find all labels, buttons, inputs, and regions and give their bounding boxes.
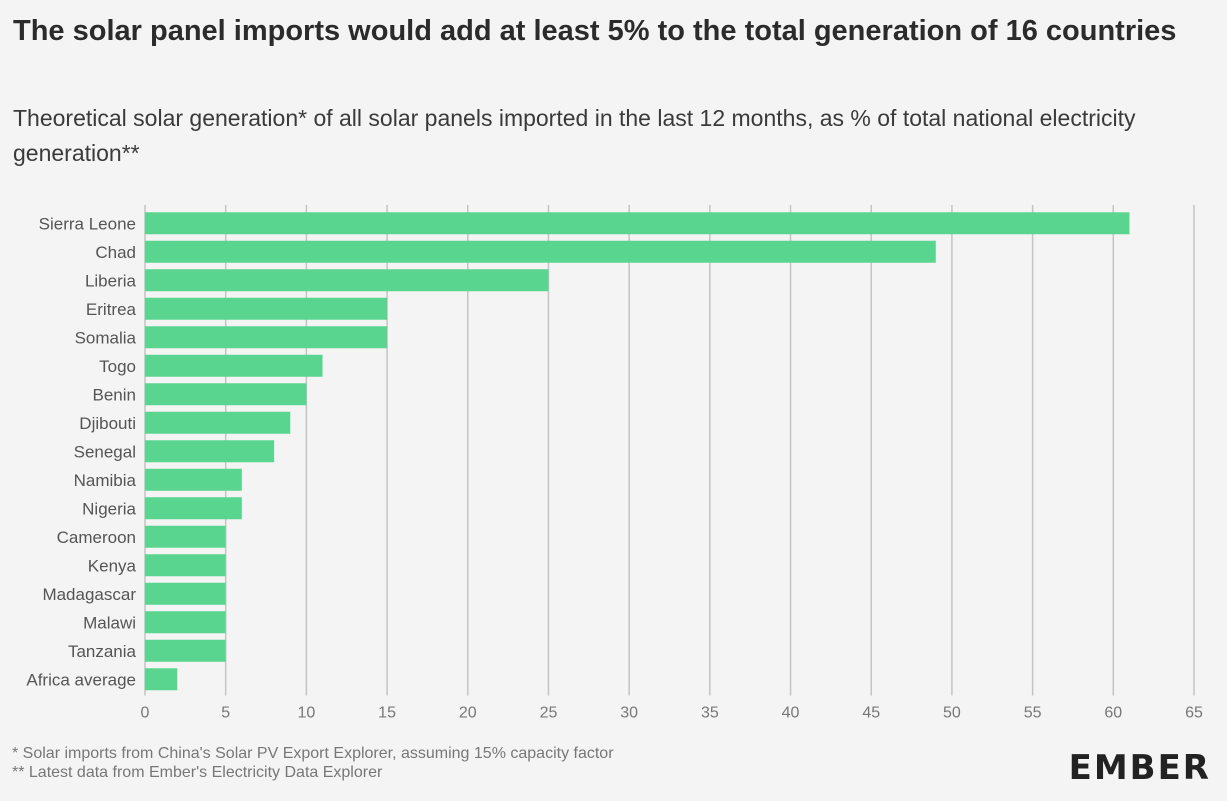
bar-somalia xyxy=(145,326,388,349)
category-label-kenya: Kenya xyxy=(88,556,137,575)
category-label-nigeria: Nigeria xyxy=(82,499,136,518)
category-label-sierra-leone: Sierra Leone xyxy=(39,214,136,233)
category-label-senegal: Senegal xyxy=(74,442,136,461)
category-label-benin: Benin xyxy=(93,385,136,404)
bar-togo xyxy=(145,354,323,377)
x-tick-label-0: 0 xyxy=(141,705,150,722)
chart-subtitle: Theoretical solar generation* of all sol… xyxy=(13,105,1136,166)
category-label-chad: Chad xyxy=(95,243,136,262)
ember-logo: EMBER xyxy=(1068,748,1211,788)
x-tick-label-5: 5 xyxy=(221,705,230,722)
x-tick-label-35: 35 xyxy=(701,705,719,722)
x-tick-label-30: 30 xyxy=(620,705,638,722)
bar-senegal xyxy=(145,440,275,463)
category-label-namibia: Namibia xyxy=(74,471,137,490)
x-tick-label-60: 60 xyxy=(1104,705,1122,722)
x-tick-label-25: 25 xyxy=(540,705,558,722)
category-label-somalia: Somalia xyxy=(75,328,137,347)
x-tick-label-10: 10 xyxy=(297,705,315,722)
category-label-liberia: Liberia xyxy=(85,271,137,290)
bar-sierra-leone xyxy=(145,212,1130,235)
x-tick-label-55: 55 xyxy=(1024,705,1042,722)
bar-djibouti xyxy=(145,411,291,434)
bar-liberia xyxy=(145,269,549,292)
bar-kenya xyxy=(145,554,226,577)
bar-madagascar xyxy=(145,582,226,605)
x-tick-label-40: 40 xyxy=(782,705,800,722)
bar-eritrea xyxy=(145,297,388,320)
category-label-cameroon: Cameroon xyxy=(57,528,136,547)
bar-nigeria xyxy=(145,497,242,520)
category-label-djibouti: Djibouti xyxy=(79,414,136,433)
category-label-malawi: Malawi xyxy=(83,613,136,632)
category-label-africa-average: Africa average xyxy=(26,670,136,689)
bar-tanzania xyxy=(145,639,226,662)
bar-benin xyxy=(145,383,307,406)
chart-title: The solar panel imports would add at lea… xyxy=(13,15,1177,47)
x-tick-label-50: 50 xyxy=(943,705,961,722)
x-tick-label-15: 15 xyxy=(378,705,396,722)
bar-chad xyxy=(145,240,936,263)
footnote-1: * Solar imports from China's Solar PV Ex… xyxy=(12,745,614,762)
category-label-eritrea: Eritrea xyxy=(86,300,137,319)
category-label-togo: Togo xyxy=(99,357,136,376)
bar-chart: 0 5 10 15 20 25 30 35 40 45 50 55 60 65 Sierra Leone Ch… xyxy=(26,205,1203,722)
x-tick-label-20: 20 xyxy=(459,705,477,722)
category-label-madagascar: Madagascar xyxy=(42,585,136,604)
bar-cameroon xyxy=(145,525,226,548)
footnote-2: ** Latest data from Ember's Electricity … xyxy=(12,764,383,781)
x-tick-label-65: 65 xyxy=(1185,705,1203,722)
x-tick-label-45: 45 xyxy=(862,705,880,722)
bar-namibia xyxy=(145,468,242,491)
footnotes: * Solar imports from China's Solar PV Ex… xyxy=(12,744,614,782)
bar-africa-average xyxy=(145,668,178,691)
category-label-tanzania: Tanzania xyxy=(68,642,137,661)
bar-malawi xyxy=(145,611,226,634)
